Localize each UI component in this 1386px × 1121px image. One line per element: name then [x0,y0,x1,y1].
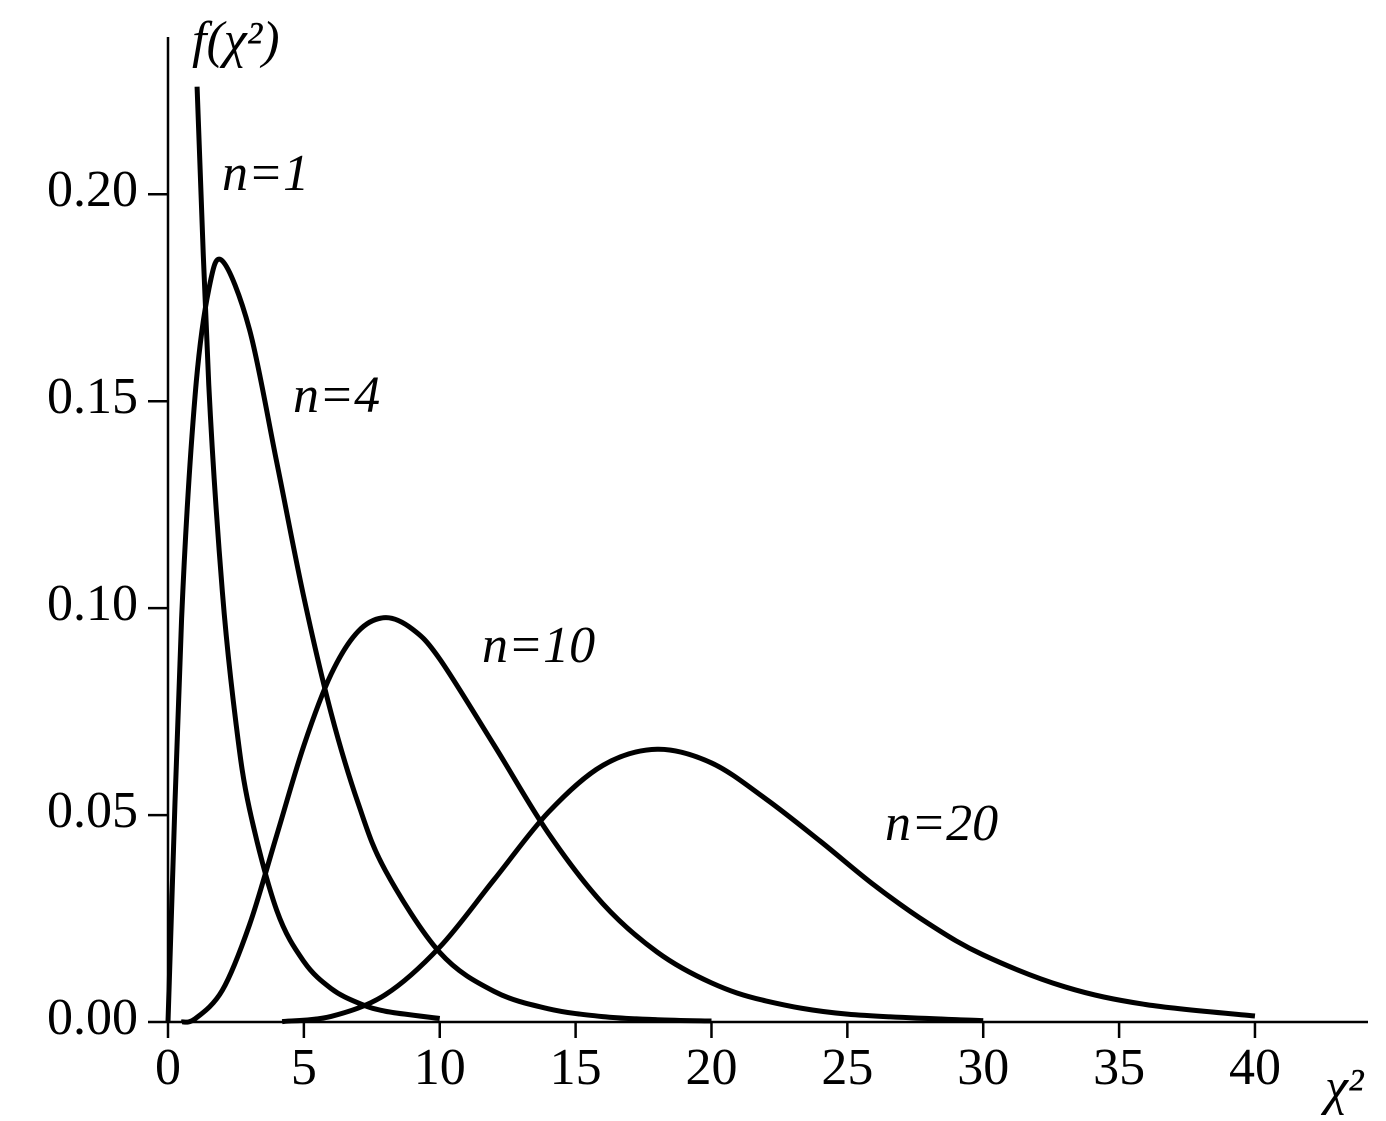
y-axis-label: f(χ²) [192,12,280,69]
x-tick-label: 25 [821,1039,873,1096]
y-tick-label: 0.10 [47,575,138,632]
x-tick-label: 30 [957,1039,1009,1096]
series-label: n=1 [222,145,309,202]
series-label: n=4 [293,367,380,424]
x-tick-label: 40 [1229,1039,1281,1096]
x-tick-label: 35 [1093,1039,1145,1096]
curve [281,746,1256,1025]
x-axis-label: χ² [1320,1059,1365,1116]
x-tick-label: 5 [291,1039,317,1096]
x-tick-label: 10 [414,1039,466,1096]
x-tick-label: 0 [155,1039,181,1096]
series-label: n=20 [885,795,998,852]
series-label: n=10 [482,617,595,674]
curve [181,615,984,1025]
x-tick-label: 20 [685,1039,737,1096]
curve [194,86,441,1021]
y-tick-label: 0.20 [47,161,138,218]
x-tick-label: 15 [550,1039,602,1096]
y-tick-label: 0.05 [47,782,138,839]
y-tick-label: 0.00 [47,989,138,1046]
curve [165,256,712,1024]
y-tick-label: 0.15 [47,368,138,425]
